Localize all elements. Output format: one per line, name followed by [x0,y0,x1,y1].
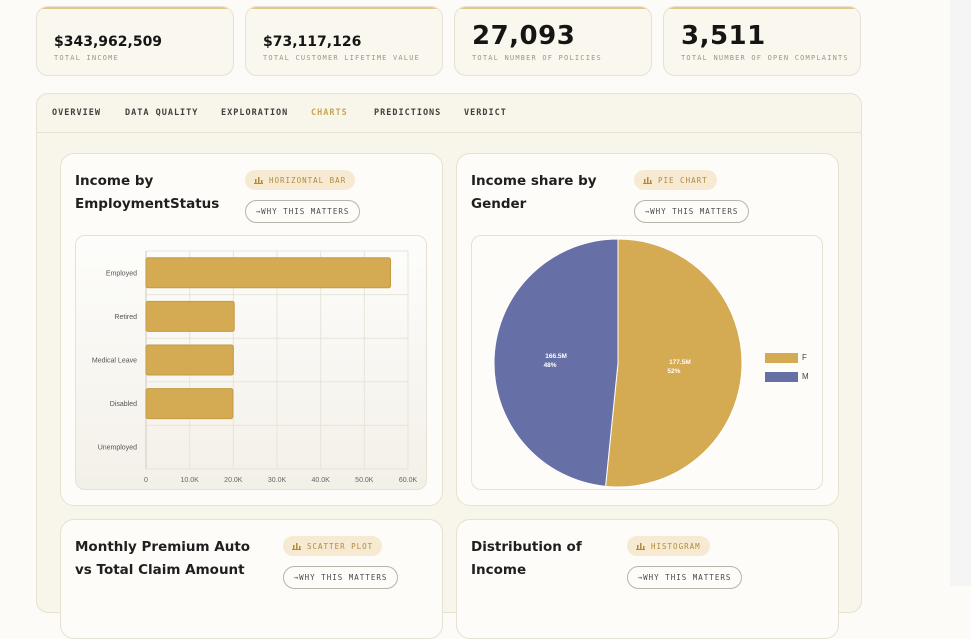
kpi-label: TOTAL INCOME [54,54,119,62]
kpi-value: 3,511 [681,21,766,51]
card-title: Monthly Premium Auto vs Total Claim Amou… [75,539,251,578]
x-tick-label: 30.0K [268,477,287,484]
kpi-value: $343,962,509 [54,34,163,50]
x-tick-label: 40.0K [312,477,331,484]
chart-type-badge: HISTOGRAM [627,536,710,556]
legend-label: M [802,372,809,381]
bar-chart-area: 0 10.0K 20.0K 30.0K 40.0K 50.0K 60.0K Employed R… [75,235,427,490]
bar-chart-icon [643,176,652,184]
tab-overview[interactable]: OVERVIEW [52,108,101,118]
kpi-card-number-of-policies: 27,093 TOTAL NUMBER OF POLICIES [454,6,652,76]
category-label: Medical Leave [92,358,137,365]
tab-verdict[interactable]: VERDICT [464,108,507,118]
kpi-label: TOTAL CUSTOMER LIFETIME VALUE [263,54,421,62]
chart-type-badge: HORIZONTAL BAR [245,170,356,190]
slice-percent-label: 48% [544,362,557,369]
x-tick-label: 0 [144,477,148,484]
chart-card-income-by-employment: Income by EmploymentStatus HORIZONTAL BA… [60,153,443,506]
pie-chart: 177.5M 52% 166.5M 48% F M [493,238,809,488]
chart-type-badge: PIE CHART [634,170,717,190]
legend-swatch [765,353,798,363]
x-tick-label: 20.0K [224,477,243,484]
legend-label: F [802,353,807,362]
kpi-card-total-income: $343,962,509 TOTAL INCOME [36,6,234,76]
slice-value-label: 177.5M [669,359,691,366]
charts-panel: OVERVIEW DATA QUALITY EXPLORATION CHARTS… [36,93,862,639]
kpi-value: 27,093 [472,21,576,51]
tab-bar: OVERVIEW DATA QUALITY EXPLORATION CHARTS… [37,94,861,133]
tab-data-quality[interactable]: DATA QUALITY [125,108,199,118]
kpi-label: TOTAL NUMBER OF POLICIES [472,54,602,62]
x-tick-label: 60.0K [399,477,418,484]
pie-slice [493,238,619,487]
card-title: Distribution of Income [471,539,582,578]
tab-charts[interactable]: CHARTS [311,108,348,118]
category-label: Employed [106,270,137,277]
category-label: Disabled [110,401,137,408]
bar-chart-icon [292,542,301,550]
bar [145,344,234,376]
kpi-label: TOTAL NUMBER OF OPEN COMPLAINTS [681,54,849,62]
why-this-matters-button[interactable]: →WHY THIS MATTERS [245,200,360,223]
chart-type-badge: SCATTER PLOT [283,536,383,556]
category-label: Unemployed [98,445,137,452]
card-title: Income by EmploymentStatus [75,173,220,212]
x-tick-label: 50.0K [355,477,374,484]
bar-chart-icon [254,176,263,184]
window-edge [950,0,971,586]
pie-slice [605,238,743,488]
chart-card-income-share-by-gender: Income share by Gender PIE CHART →WHY TH… [456,153,839,506]
legend-swatch [765,372,798,382]
bar [145,300,235,332]
slice-value-label: 166.5M [545,353,567,360]
tab-predictions[interactable]: PREDICTIONS [374,108,442,118]
why-this-matters-button[interactable]: →WHY THIS MATTERS [634,200,749,223]
kpi-card-open-complaints: 3,511 TOTAL NUMBER OF OPEN COMPLAINTS [663,6,861,76]
badge-label: HISTOGRAM [651,541,701,551]
bar-chart-icon [636,542,645,550]
kpi-value: $73,117,126 [263,34,362,50]
chart-card-premium-vs-claim: Monthly Premium Auto vs Total Claim Amou… [60,519,443,639]
horizontal-bar-chart: 0 10.0K 20.0K 30.0K 40.0K 50.0K 60.0K Employed R… [92,250,418,484]
pie-chart-area: 177.5M 52% 166.5M 48% F M [471,235,823,490]
badge-label: SCATTER PLOT [307,541,374,551]
x-tick-label: 10.0K [181,477,200,484]
category-label: Retired [114,314,137,321]
badge-label: PIE CHART [658,175,708,185]
kpi-card-customer-lifetime-value: $73,117,126 TOTAL CUSTOMER LIFETIME VALU… [245,6,443,76]
card-title: Income share by Gender [471,173,597,212]
badge-label: HORIZONTAL BAR [269,175,347,185]
bar [145,257,392,289]
slice-percent-label: 52% [667,368,680,375]
bar [145,388,234,420]
tab-exploration[interactable]: EXPLORATION [221,108,289,118]
chart-card-income-distribution: Distribution of Income HISTOGRAM →WHY TH… [456,519,839,639]
